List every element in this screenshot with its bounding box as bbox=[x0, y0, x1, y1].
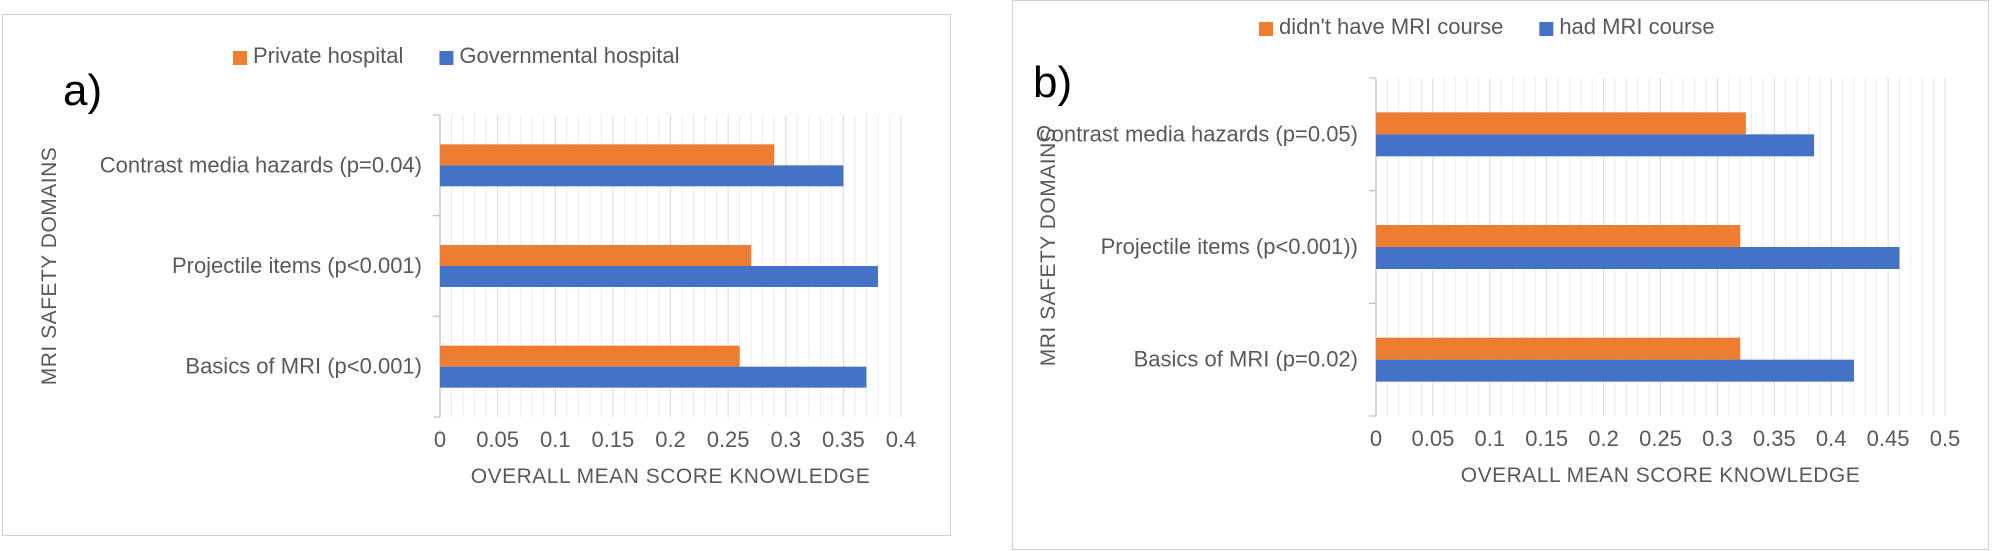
chart-b-x-tick-label-6: 0.25 bbox=[1639, 426, 1682, 451]
chart-b-bar-2-3 bbox=[1376, 359, 1854, 382]
chart-b-x-tick-label-10: 0.45 bbox=[1867, 426, 1910, 451]
chart-panel-b: b) didn't have MRI course had MRI course Co… bbox=[1012, 0, 1989, 550]
chart-b-legend-swatch-2 bbox=[1539, 22, 1554, 36]
chart-a-bar-2-1 bbox=[440, 165, 844, 187]
chart-b-bar-2-1 bbox=[1376, 134, 1815, 157]
chart-b-bar-1-2 bbox=[1376, 225, 1741, 247]
chart-b-legend-swatch-1 bbox=[1259, 22, 1273, 36]
chart-a-x-tick-label-7: 0.3 bbox=[770, 427, 801, 452]
chart-a-bar-1-3 bbox=[440, 345, 740, 367]
chart-a-panel-label: a) bbox=[63, 66, 102, 115]
chart-a-svg: a) Private hospital Governmental hospital C… bbox=[38, 43, 917, 488]
chart-b-x-tick-label-2: 0.05 bbox=[1411, 426, 1454, 451]
chart-a-bar-2-3 bbox=[440, 366, 867, 388]
chart-panel-a: a) Private hospital Governmental hospital C… bbox=[2, 14, 951, 536]
chart-a-x-tick-label-5: 0.2 bbox=[655, 427, 686, 452]
chart-b-x-tick-label-4: 0.15 bbox=[1525, 426, 1568, 451]
chart-a-x-tick-label-4: 0.15 bbox=[591, 427, 634, 452]
chart-b-category-label-2: Projectile items (p<0.001)) bbox=[1101, 234, 1358, 259]
chart-a-x-tick-label-8: 0.35 bbox=[822, 427, 865, 452]
chart-b-x-tick-label-5: 0.2 bbox=[1588, 426, 1619, 451]
chart-a-x-axis-title: OVERALL MEAN SCORE KNOWLEDGE bbox=[471, 465, 870, 488]
chart-b-x-tick-label-1: 0 bbox=[1370, 426, 1382, 451]
chart-b-x-tick-label-9: 0.4 bbox=[1816, 426, 1847, 451]
chart-a-x-tick-label-1: 0 bbox=[434, 427, 446, 452]
chart-a-x-tick-label-9: 0.4 bbox=[886, 427, 917, 452]
chart-b-panel-label: b) bbox=[1033, 58, 1072, 107]
chart-a-bar-2-2 bbox=[440, 266, 878, 287]
chart-b-y-axis-title: MRI SAFETY DOMAINS bbox=[1037, 128, 1060, 366]
chart-b-category-label-3: Basics of MRI (p=0.02) bbox=[1134, 347, 1358, 372]
chart-b-bar-1-3 bbox=[1376, 337, 1741, 360]
chart-b-legend-label-1: didn't have MRI course bbox=[1279, 14, 1503, 39]
chart-a-legend-label-1: Private hospital bbox=[253, 43, 403, 68]
chart-a-category-label-2: Projectile items (p<0.001) bbox=[172, 253, 422, 278]
chart-b-x-tick-label-3: 0.1 bbox=[1475, 426, 1506, 451]
chart-a-category-label-1: Contrast media hazards (p=0.04) bbox=[100, 152, 422, 177]
chart-b-legend-label-2: had MRI course bbox=[1559, 14, 1714, 39]
chart-a-x-tick-label-3: 0.1 bbox=[540, 427, 571, 452]
chart-a-x-tick-label-6: 0.25 bbox=[707, 427, 750, 452]
chart-a-legend-swatch-1 bbox=[233, 51, 247, 65]
chart-b-x-tick-label-7: 0.3 bbox=[1702, 426, 1733, 451]
chart-a-legend-label-2: Governmental hospital bbox=[459, 43, 679, 68]
chart-b-x-tick-label-11: 0.5 bbox=[1930, 426, 1961, 451]
chart-a-y-axis-title: MRI SAFETY DOMAINS bbox=[38, 147, 61, 385]
chart-b-category-label-1: Contrast media hazards (p=0.05) bbox=[1036, 121, 1358, 146]
chart-b-bar-2-2 bbox=[1376, 247, 1900, 269]
chart-a-bar-1-2 bbox=[440, 245, 752, 266]
chart-b-bar-1-1 bbox=[1376, 112, 1746, 135]
chart-a-bar-1-1 bbox=[440, 144, 775, 166]
chart-b-svg: b) didn't have MRI course had MRI course Co… bbox=[1033, 14, 1961, 487]
chart-a-legend-swatch-2 bbox=[439, 51, 454, 65]
chart-b-x-tick-label-8: 0.35 bbox=[1753, 426, 1796, 451]
chart-b-x-axis-title: OVERALL MEAN SCORE KNOWLEDGE bbox=[1461, 464, 1860, 487]
chart-a-category-label-3: Basics of MRI (p<0.001) bbox=[185, 354, 422, 379]
chart-a-x-tick-label-2: 0.05 bbox=[476, 427, 519, 452]
